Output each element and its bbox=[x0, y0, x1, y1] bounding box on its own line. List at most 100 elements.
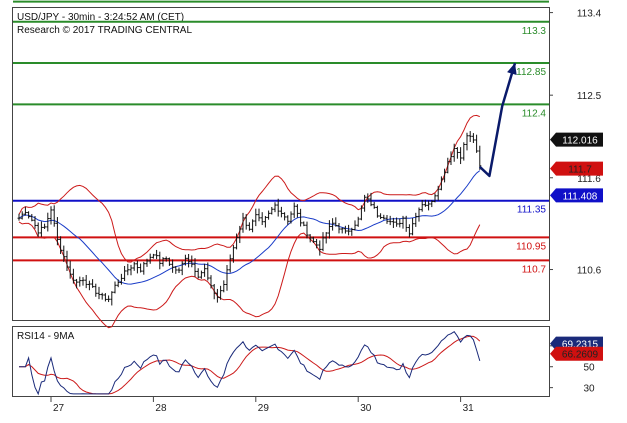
price-bar bbox=[187, 253, 191, 268]
price-bar bbox=[251, 219, 255, 233]
price-bar bbox=[59, 236, 63, 255]
level-label-4: 111.35 bbox=[517, 205, 547, 216]
price-bar bbox=[110, 291, 114, 306]
price-bar bbox=[404, 215, 408, 232]
price-bar bbox=[388, 215, 392, 226]
rsi-tag-1: 66.2609 bbox=[550, 346, 603, 361]
price-bar bbox=[116, 279, 120, 288]
price-bar bbox=[471, 133, 475, 143]
price-bar bbox=[391, 217, 395, 228]
price-bar bbox=[289, 211, 293, 224]
price-bar bbox=[385, 215, 389, 224]
price-bar bbox=[417, 207, 421, 222]
price-bar bbox=[71, 268, 75, 284]
price-bar bbox=[135, 260, 139, 274]
price-bar bbox=[299, 208, 303, 227]
price-bar bbox=[343, 225, 347, 234]
price-bar bbox=[161, 257, 165, 267]
price-bar bbox=[247, 222, 251, 231]
price-bar bbox=[203, 263, 207, 277]
price-bar bbox=[363, 194, 367, 212]
price-bar bbox=[81, 277, 85, 286]
price-bar bbox=[126, 263, 130, 276]
price-panel-frame bbox=[12, 7, 550, 321]
date-tick-label-0: 27 bbox=[53, 403, 65, 414]
price-tick-label-2: 111.6 bbox=[577, 174, 601, 185]
level-label-5: 110.95 bbox=[516, 241, 546, 252]
price-bar bbox=[119, 273, 123, 285]
rsi-ma-line bbox=[19, 335, 481, 395]
price-bar bbox=[209, 275, 213, 289]
price-bar bbox=[49, 206, 53, 225]
price-tag-1: 111.7 bbox=[550, 161, 603, 176]
price-bar bbox=[196, 268, 200, 279]
price-bar bbox=[273, 202, 277, 213]
price-bar bbox=[190, 255, 194, 268]
price-bar bbox=[283, 212, 287, 221]
price-bar bbox=[43, 223, 47, 229]
price-bar bbox=[308, 234, 312, 243]
price-bar bbox=[411, 218, 415, 236]
price-bar bbox=[459, 147, 463, 165]
price-bar bbox=[257, 208, 261, 222]
price-bar bbox=[305, 221, 309, 239]
price-bar bbox=[436, 185, 440, 201]
price-bar bbox=[100, 292, 104, 300]
date-tick-label-2: 29 bbox=[258, 403, 270, 414]
price-bar bbox=[65, 250, 69, 271]
price-bar bbox=[27, 211, 31, 219]
price-bar bbox=[107, 295, 111, 303]
price-bar bbox=[449, 151, 453, 165]
price-bar bbox=[295, 204, 299, 218]
price-bar bbox=[318, 240, 322, 256]
price-bar bbox=[446, 157, 450, 174]
price-bar bbox=[267, 210, 271, 220]
price-tag-2: 111.408 bbox=[550, 188, 603, 203]
date-axis: 27 28 29 30 31 bbox=[50, 396, 474, 414]
price-bar bbox=[30, 213, 34, 222]
price-bar bbox=[379, 213, 383, 220]
price-bar bbox=[62, 245, 66, 262]
date-tick-label-3: 30 bbox=[360, 403, 372, 414]
price-tags: 112.016 111.7 111.408 bbox=[550, 132, 603, 203]
price-bar bbox=[78, 276, 82, 287]
price-tick-label-1: 112.5 bbox=[577, 91, 602, 102]
price-bar bbox=[17, 213, 21, 221]
price-bar bbox=[97, 286, 101, 300]
price-bar bbox=[353, 220, 357, 231]
price-bars bbox=[17, 131, 482, 306]
price-tag-0: 112.016 bbox=[550, 132, 603, 147]
price-bar bbox=[132, 261, 136, 271]
price-bar bbox=[68, 260, 72, 279]
price-bar bbox=[113, 281, 117, 294]
price-bar bbox=[292, 202, 296, 219]
rsi-tag-1-shape bbox=[550, 346, 603, 361]
price-bar bbox=[129, 264, 133, 276]
price-tag-2-shape bbox=[550, 188, 603, 203]
price-bar bbox=[279, 206, 283, 218]
level-label-3: 112.4 bbox=[522, 108, 547, 119]
price-bar bbox=[420, 199, 424, 212]
price-bar bbox=[475, 134, 479, 153]
price-tag-1-label: 111.7 bbox=[568, 165, 592, 176]
price-bar bbox=[36, 222, 40, 237]
rsi-tick-label-1: 50 bbox=[583, 363, 595, 374]
price-bar bbox=[347, 224, 351, 236]
price-bar bbox=[155, 249, 159, 260]
forecast-path bbox=[478, 62, 517, 178]
price-bar bbox=[91, 279, 95, 288]
price-bar bbox=[286, 215, 290, 225]
price-axis: 113.4 112.5 111.6 110.6 bbox=[549, 9, 602, 277]
copyright-text: Research © 2017 TRADING CENTRAL bbox=[17, 25, 192, 36]
price-tag-2-label: 111.408 bbox=[563, 191, 598, 202]
price-bar bbox=[171, 259, 175, 273]
price-bar bbox=[228, 254, 232, 273]
price-bar bbox=[142, 261, 146, 275]
rsi-tick-label-2: 30 bbox=[583, 384, 595, 395]
price-bar bbox=[366, 193, 370, 203]
date-tick-label-1: 28 bbox=[155, 403, 167, 414]
price-bar bbox=[465, 132, 469, 151]
price-bar bbox=[241, 212, 245, 233]
